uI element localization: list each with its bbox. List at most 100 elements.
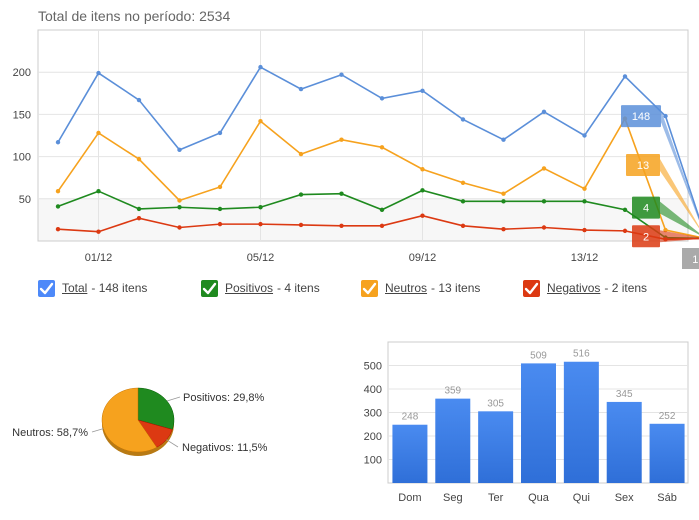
- data-point: [379, 96, 385, 101]
- data-point: [339, 137, 344, 142]
- legend-name[interactable]: Negativos: [547, 281, 601, 295]
- x-tick-label: 09/12: [409, 252, 437, 264]
- data-point: [217, 130, 223, 136]
- data-point: [217, 221, 223, 227]
- checkbox-icon[interactable]: [523, 279, 540, 297]
- checkbox-icon[interactable]: [361, 279, 378, 297]
- pie-label: Neutros: 58,7%: [12, 427, 88, 439]
- data-point: [582, 227, 587, 233]
- bar-chart: 100 200 300 400 500 248 Dom 359 Seg 305 Ter 509 Qua 5…: [364, 341, 689, 504]
- data-point: [501, 137, 506, 142]
- y-tick-label: 200: [13, 67, 31, 79]
- bar: [563, 361, 599, 483]
- bar-value-label: 252: [659, 411, 676, 422]
- bar: [649, 423, 685, 483]
- date-flag-label: 16/12: [692, 254, 699, 266]
- bar: [478, 411, 514, 483]
- bar: [606, 401, 642, 483]
- value-flag-label: 2: [643, 231, 649, 243]
- data-point: [298, 192, 304, 197]
- data-point: [177, 205, 182, 210]
- bar-value-label: 359: [444, 386, 461, 397]
- data-point: [55, 189, 61, 194]
- pie-slice: [101, 387, 158, 453]
- value-flag-positivos: 4: [632, 196, 699, 235]
- data-point: [55, 204, 61, 209]
- data-point: [622, 207, 628, 212]
- legend-item-neutros[interactable]: Neutros - 13 itens: [361, 277, 480, 299]
- data-point: [136, 216, 142, 221]
- data-point: [420, 167, 425, 172]
- pie-label: Positivos: 29,8%: [183, 392, 265, 404]
- legend-item-negativos[interactable]: Negativos - 2 itens: [523, 277, 647, 299]
- y-tick-label: 400: [364, 384, 382, 396]
- data-point: [460, 117, 466, 122]
- data-point: [96, 130, 101, 136]
- checkbox-icon[interactable]: [201, 279, 218, 297]
- y-tick-label: 500: [364, 361, 382, 373]
- value-flag-label: 4: [643, 203, 649, 215]
- data-point: [298, 86, 304, 92]
- data-point: [339, 223, 344, 229]
- x-tick-label: 05/12: [247, 252, 275, 264]
- legend-name[interactable]: Total: [62, 281, 88, 295]
- page-title: Total de itens no período: 2534: [38, 8, 231, 24]
- data-point: [541, 166, 547, 171]
- data-point: [55, 226, 61, 232]
- legend: Total - 148 itens Positivos - 4 itens Neutro…: [38, 277, 698, 299]
- y-tick-label: 50: [19, 194, 31, 206]
- line-chart: 50 100 150 200 01/12 05/12 09/12 13/12 148 13 4 2 16…: [13, 29, 699, 269]
- legend-name[interactable]: Positivos: [225, 281, 274, 295]
- data-point: [379, 145, 385, 150]
- data-point: [136, 97, 142, 103]
- legend-item-total[interactable]: Total - 148 itens: [38, 277, 147, 299]
- x-tick-label: Sex: [615, 492, 634, 504]
- x-tick-label: 01/12: [85, 252, 113, 264]
- pie-leader-line: [166, 439, 179, 448]
- bar: [521, 363, 556, 483]
- bar-value-label: 248: [402, 412, 419, 423]
- data-point: [217, 184, 223, 190]
- data-point: [541, 109, 547, 115]
- data-point: [258, 64, 263, 70]
- y-tick-label: 150: [13, 109, 31, 121]
- data-point: [501, 226, 506, 232]
- value-flag-neutros: 13: [626, 154, 699, 229]
- y-tick-label: 200: [364, 431, 382, 443]
- data-point: [217, 206, 223, 212]
- plot-frame: [37, 29, 689, 242]
- data-point: [258, 205, 263, 210]
- bar: [435, 398, 471, 483]
- y-tick-label: 100: [364, 455, 382, 467]
- data-point: [258, 221, 263, 227]
- data-point: [177, 147, 182, 153]
- bar: [392, 424, 428, 483]
- data-point: [541, 225, 547, 230]
- date-flag: 16/12: [682, 248, 699, 269]
- bar-value-label: 345: [616, 389, 633, 400]
- legend-item-positivos[interactable]: Positivos - 4 itens: [201, 277, 320, 299]
- data-point: [541, 199, 547, 204]
- x-tick-label: Qua: [528, 492, 550, 504]
- checkbox-icon[interactable]: [38, 279, 55, 297]
- data-point: [379, 207, 385, 212]
- x-tick-label: Sáb: [657, 492, 677, 504]
- bar-value-label: 516: [573, 349, 590, 360]
- data-point: [460, 223, 466, 229]
- data-point: [622, 74, 628, 79]
- x-tick-label: 13/12: [571, 252, 599, 264]
- legend-name[interactable]: Neutros: [385, 281, 428, 295]
- data-point: [622, 228, 628, 234]
- data-point: [339, 72, 344, 77]
- bar-value-label: 305: [487, 398, 504, 409]
- data-point: [96, 70, 101, 76]
- x-tick-label: Seg: [443, 492, 463, 504]
- x-tick-label: Ter: [488, 492, 504, 504]
- data-point: [298, 151, 304, 157]
- data-point: [96, 229, 101, 234]
- legend-count: - 2 itens: [604, 281, 648, 295]
- y-tick-label: 300: [364, 408, 382, 420]
- pie-label: Negativos: 11,5%: [182, 442, 268, 454]
- legend-count: - 13 itens: [431, 281, 481, 295]
- pie-slice: [137, 387, 175, 430]
